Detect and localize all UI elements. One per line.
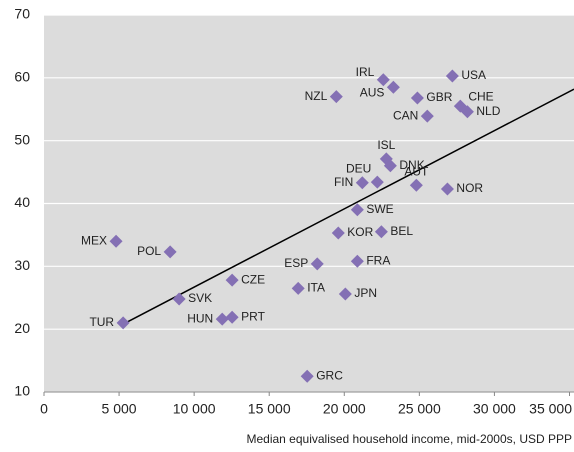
point	[310, 257, 324, 271]
y-tick-label: 40	[14, 194, 30, 210]
x-tick-label: 0	[40, 401, 48, 417]
point-label: POL	[137, 244, 161, 258]
point-label: USA	[461, 68, 486, 82]
point-label: CHE	[468, 89, 493, 103]
point	[383, 159, 397, 173]
point-label: DEU	[346, 161, 371, 175]
point	[370, 175, 384, 189]
point-label: ITA	[307, 280, 325, 294]
point-label: GBR	[426, 90, 452, 104]
point	[338, 287, 352, 301]
point	[386, 80, 400, 94]
point-label: AUT	[404, 164, 429, 178]
x-tick-label: 5 000	[102, 401, 137, 417]
point	[331, 226, 345, 240]
x-tick-label: 35 000	[529, 401, 572, 417]
point-label: FIN	[334, 175, 353, 189]
point-label: ESP	[284, 256, 308, 270]
point	[374, 225, 388, 239]
point	[440, 182, 454, 196]
point-label: GRC	[316, 368, 343, 382]
point-label: IRL	[356, 65, 375, 79]
point	[445, 69, 459, 83]
x-tick-label: 10 000	[173, 401, 216, 417]
point-label: TUR	[89, 315, 114, 329]
y-tick-label: 70	[14, 6, 30, 22]
point	[172, 292, 186, 306]
point-label: NOR	[456, 181, 483, 195]
point-label: AUS	[360, 85, 385, 99]
point	[215, 312, 229, 326]
point-label: CAN	[393, 108, 418, 122]
point-label: NZL	[305, 89, 328, 103]
point	[420, 109, 434, 123]
point	[355, 176, 369, 190]
point	[300, 369, 314, 383]
y-tick-label: 50	[14, 131, 30, 147]
point	[410, 91, 424, 105]
point-label: ISL	[377, 138, 395, 152]
point-label: HUN	[187, 311, 213, 325]
point-label: JPN	[354, 286, 377, 300]
y-tick-label: 20	[14, 320, 30, 336]
point	[225, 310, 239, 324]
trend-line	[122, 88, 574, 325]
y-tick-label: 60	[14, 69, 30, 85]
point-label: DNK	[399, 158, 424, 172]
x-tick-label: 25 000	[398, 401, 441, 417]
point	[350, 254, 364, 268]
point	[409, 178, 423, 192]
point-label: PRT	[241, 309, 265, 323]
point-label: BEL	[390, 224, 413, 238]
x-tick-label: 15 000	[248, 401, 291, 417]
y-tick-label: 30	[14, 257, 30, 273]
point	[163, 245, 177, 259]
y-tick-label: 10	[14, 383, 30, 399]
x-axis-title: Median equivalised household income, mid…	[246, 432, 572, 446]
point	[460, 105, 474, 119]
point	[116, 316, 130, 330]
point	[350, 203, 364, 217]
point	[329, 90, 343, 104]
point	[109, 234, 123, 248]
point	[225, 273, 239, 287]
point-label: KOR	[347, 225, 373, 239]
point-label: NLD	[476, 104, 500, 118]
x-tick-label: 30 000	[473, 401, 516, 417]
point-label: SVK	[188, 291, 212, 305]
point	[376, 73, 390, 87]
point-label: MEX	[81, 233, 107, 247]
point-label: CZE	[241, 272, 265, 286]
point-label: FRA	[366, 253, 390, 267]
x-tick-label: 20 000	[323, 401, 366, 417]
point-label: SWE	[366, 202, 393, 216]
point	[291, 281, 305, 295]
